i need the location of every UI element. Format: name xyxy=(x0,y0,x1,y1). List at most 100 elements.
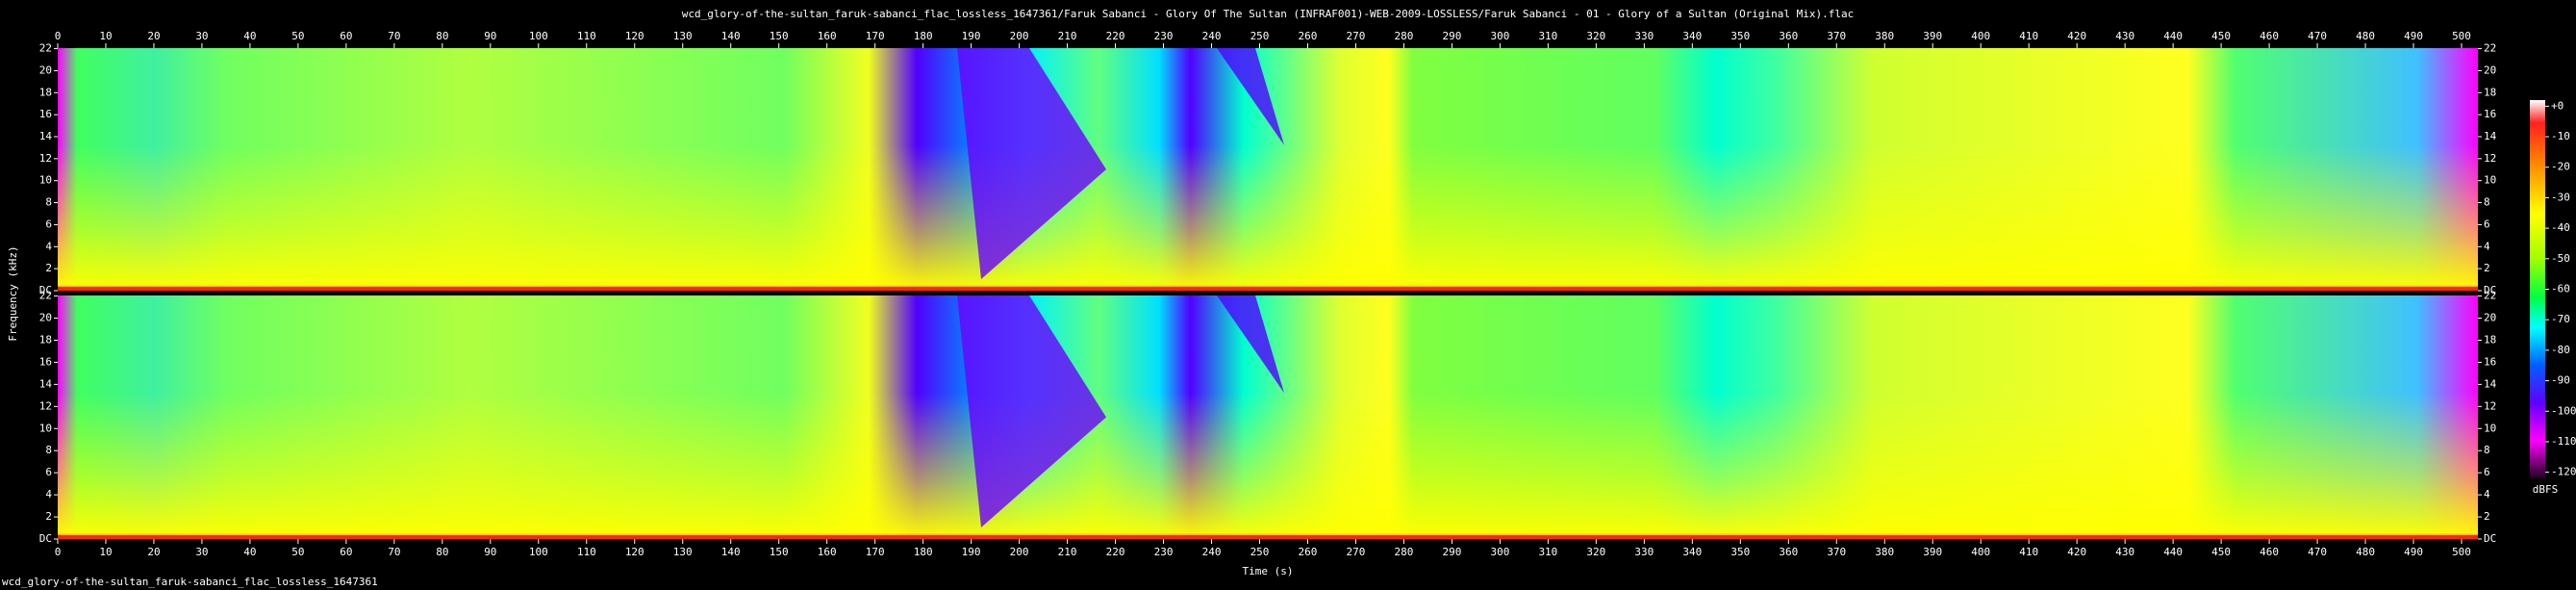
x-tick-label: 320 xyxy=(1586,546,1605,558)
x-tick-label: 240 xyxy=(1202,546,1222,558)
x-tick-label: 40 xyxy=(243,30,256,42)
x-tick-label: 340 xyxy=(1682,30,1702,42)
y-tick-label: 10 xyxy=(2484,174,2496,187)
x-tick-label: 480 xyxy=(2356,30,2375,42)
x-tick-label: 0 xyxy=(55,30,62,42)
y-tick-label: 8 xyxy=(45,444,52,456)
x-tick-label: 400 xyxy=(1971,30,1990,42)
x-tick-label: 440 xyxy=(2163,546,2183,558)
y-tick-label: 8 xyxy=(45,196,52,209)
x-tick-label: 130 xyxy=(673,546,693,558)
x-tick-label: 460 xyxy=(2260,546,2279,558)
x-tick-label: 390 xyxy=(1923,30,1942,42)
x-tick-label: 350 xyxy=(1730,546,1750,558)
x-tick-label: 120 xyxy=(625,30,644,42)
x-tick-label: 480 xyxy=(2356,546,2375,558)
y-tick-label: 2 xyxy=(2484,262,2490,274)
x-axis-label: Time (s) xyxy=(1243,565,1294,577)
x-tick-label: 410 xyxy=(2019,30,2038,42)
quiet-region xyxy=(1217,48,1284,145)
y-tick-label: 20 xyxy=(2484,64,2496,76)
colorbar-tick-label: -60 xyxy=(2551,283,2570,295)
x-tick-label: 280 xyxy=(1395,30,1414,42)
y-tick-label: 16 xyxy=(2484,108,2496,120)
x-tick-label: 240 xyxy=(1202,30,1222,42)
y-tick-label: 6 xyxy=(2484,466,2490,478)
x-tick-label: 50 xyxy=(291,30,304,42)
x-tick-label: 150 xyxy=(770,30,789,42)
x-tick-label: 70 xyxy=(388,546,400,558)
x-tick-label: 170 xyxy=(866,30,885,42)
x-tick-label: 20 xyxy=(147,30,160,42)
x-tick-label: 60 xyxy=(340,30,352,42)
x-tick-label: 80 xyxy=(436,546,448,558)
colorbar-tick-label: +0 xyxy=(2551,99,2563,112)
y-tick-label: DC xyxy=(2484,284,2496,296)
x-tick-label: 250 xyxy=(1250,30,1270,42)
y-tick-label: 22 xyxy=(2484,290,2496,302)
x-tick-label: 0 xyxy=(55,546,62,558)
x-tick-label: 370 xyxy=(1827,30,1846,42)
x-tick-label: 230 xyxy=(1154,30,1174,42)
quiet-region xyxy=(957,48,1106,279)
colorbar-tick-label: -90 xyxy=(2551,374,2570,387)
y-tick-label: 22 xyxy=(2484,42,2496,55)
x-tick-label: 250 xyxy=(1250,546,1270,558)
x-tick-label: 420 xyxy=(2067,546,2086,558)
y-tick-label: 14 xyxy=(2484,377,2497,390)
x-tick-label: 180 xyxy=(914,30,933,42)
x-tick-label: 500 xyxy=(2452,546,2471,558)
x-tick-label: 70 xyxy=(388,30,400,42)
y-tick-label: 16 xyxy=(39,108,52,120)
colorbar-tick-label: -10 xyxy=(2551,130,2570,142)
y-tick-label: 16 xyxy=(39,355,52,368)
x-tick-label: 380 xyxy=(1875,546,1894,558)
colorbar-tick-label: -120 xyxy=(2551,466,2576,478)
colorbar-tick-label: -80 xyxy=(2551,344,2570,356)
x-tick-label: 360 xyxy=(1779,546,1798,558)
x-tick-label: 380 xyxy=(1875,30,1894,42)
x-tick-label: 110 xyxy=(577,546,596,558)
x-tick-label: 360 xyxy=(1779,30,1798,42)
x-tick-label: 140 xyxy=(721,546,741,558)
y-tick-label: 12 xyxy=(39,152,52,165)
x-tick-label: 220 xyxy=(1106,30,1125,42)
x-tick-label: 120 xyxy=(625,546,644,558)
y-tick-label: 2 xyxy=(2484,510,2490,523)
noise-floor xyxy=(58,287,2478,290)
x-tick-label: 260 xyxy=(1299,30,1318,42)
y-tick-label: 22 xyxy=(39,42,52,55)
y-tick-label: 4 xyxy=(2484,488,2490,500)
x-tick-label: 30 xyxy=(195,30,208,42)
quiet-region xyxy=(957,295,1106,527)
x-tick-label: 470 xyxy=(2308,30,2327,42)
x-tick-label: 210 xyxy=(1058,546,1077,558)
x-tick-label: 320 xyxy=(1586,30,1605,42)
x-tick-label: 230 xyxy=(1154,546,1174,558)
x-tick-label: 270 xyxy=(1347,30,1366,42)
y-tick-label: 10 xyxy=(39,422,52,434)
chart-title: wcd_glory-of-the-sultan_faruk-sabanci_fl… xyxy=(682,8,1855,20)
x-tick-label: 90 xyxy=(484,546,496,558)
y-tick-label: 4 xyxy=(45,240,52,252)
x-tick-label: 100 xyxy=(529,30,548,42)
x-tick-label: 420 xyxy=(2067,30,2086,42)
y-tick-label: 6 xyxy=(45,218,52,230)
x-tick-label: 50 xyxy=(291,546,304,558)
y-tick-label: 4 xyxy=(45,488,52,500)
x-tick-label: 160 xyxy=(818,30,837,42)
x-tick-label: 450 xyxy=(2211,546,2231,558)
y-tick-label: 16 xyxy=(2484,355,2496,368)
x-tick-label: 200 xyxy=(1010,546,1029,558)
x-tick-label: 340 xyxy=(1682,546,1702,558)
x-tick-label: 260 xyxy=(1299,546,1318,558)
colorbar-tick-label: -70 xyxy=(2551,313,2570,325)
x-tick-label: 190 xyxy=(962,546,981,558)
x-tick-label: 450 xyxy=(2211,30,2231,42)
x-tick-label: 20 xyxy=(147,546,160,558)
colorbar-label: dBFS xyxy=(2533,483,2559,496)
y-tick-label: 8 xyxy=(2484,196,2490,209)
x-tick-label: 290 xyxy=(1442,546,1461,558)
colorbar-tick-label: -40 xyxy=(2551,221,2570,234)
